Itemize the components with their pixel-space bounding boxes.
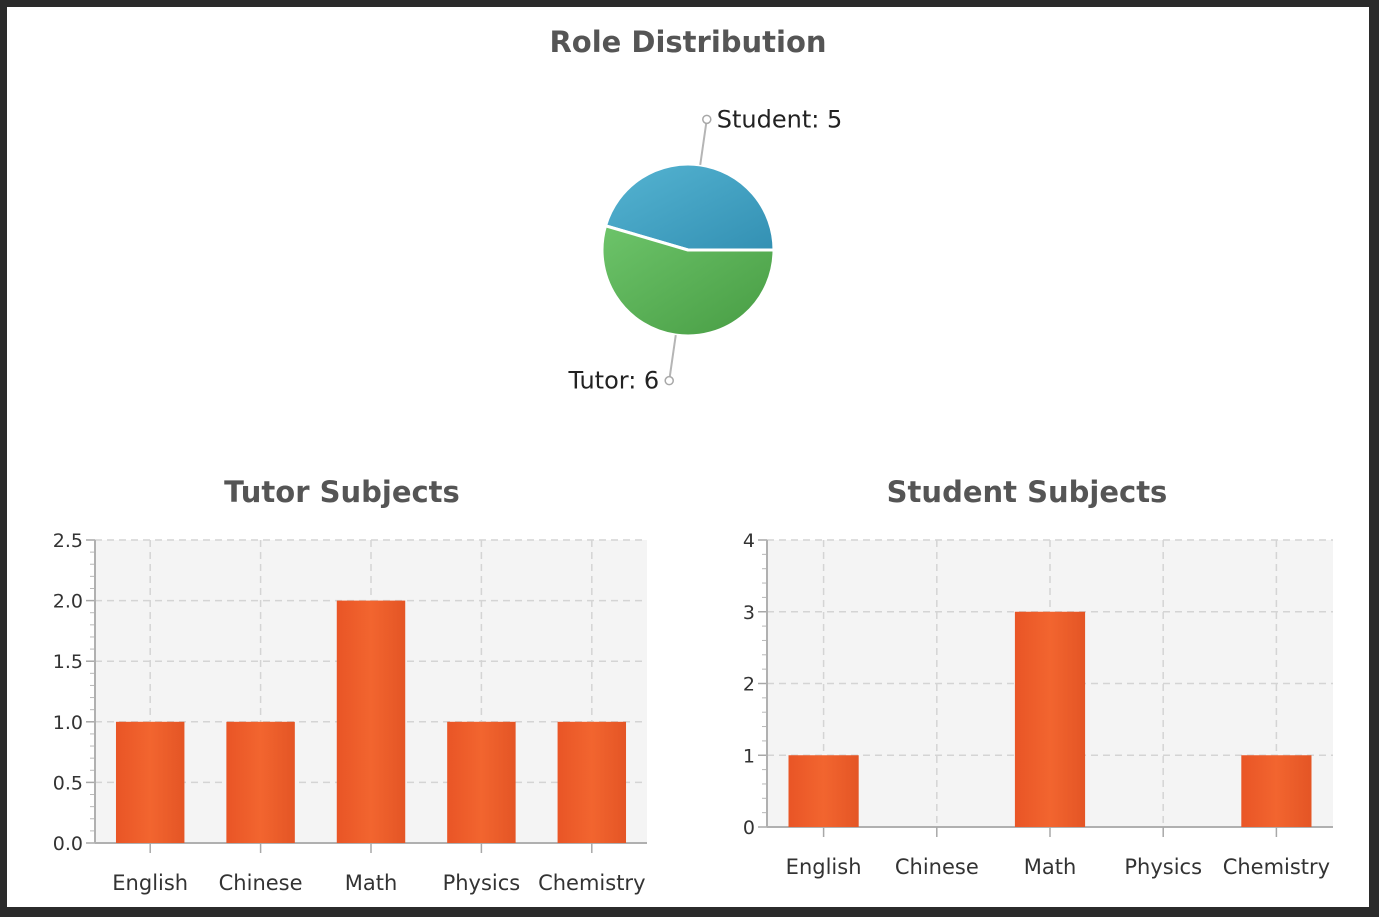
x-tick-label-english: English	[112, 871, 188, 895]
pie-slice-tutor	[600, 223, 776, 338]
x-tick-label-physics: Physics	[1124, 855, 1202, 879]
student-chart-title: Student Subjects	[886, 475, 1168, 509]
y-tick-label: 0	[743, 817, 755, 839]
pie-label-line-tutor	[668, 334, 677, 381]
x-tick-label-math: Math	[1024, 855, 1077, 879]
tutor-subjects-chart: 0.0 0.5 1.0 1.5 2.0 2.5 English Chinese Math Phys…	[53, 530, 647, 895]
bar-english	[115, 721, 185, 843]
pie-label-dot-tutor	[664, 375, 674, 386]
bar-chinese	[226, 721, 295, 843]
y-tick-label: 2.5	[53, 530, 83, 552]
x-tick-label-chemistry: Chemistry	[538, 871, 645, 895]
pie-label-line-student	[699, 119, 708, 166]
role-distribution-pie: Student: 5 Tutor: 6	[567, 105, 842, 394]
x-tick-label-chinese: Chinese	[219, 871, 303, 895]
x-tick-label-chinese: Chinese	[895, 855, 979, 879]
y-tick-label: 1.5	[53, 651, 83, 673]
bar-chemistry	[1241, 755, 1312, 827]
y-tick-label: 0.0	[53, 833, 83, 855]
charts-canvas: Student: 5 Tutor: 6 0.0 0.5 1.0 1.5 2.0 2.5 Eng…	[53, 105, 1333, 895]
bar-math	[336, 600, 406, 843]
pie-label-tutor: Tutor: 6	[567, 367, 659, 395]
y-tick-label: 0.5	[53, 772, 83, 794]
y-tick-label: 1	[743, 745, 755, 767]
pie-label-student: Student: 5	[717, 105, 842, 133]
x-tick-label-physics: Physics	[443, 871, 521, 895]
student-subjects-chart: 0 1 2 3 4 English Chinese Math Physics Chemistry	[743, 530, 1333, 879]
bar-chemistry	[557, 721, 627, 843]
x-tick-label-chemistry: Chemistry	[1223, 855, 1330, 879]
bar-physics	[447, 721, 516, 843]
pie-label-dot-student	[702, 114, 712, 125]
x-tick-label-english: English	[786, 855, 862, 879]
y-tick-label: 4	[743, 530, 755, 552]
tutor-chart-title: Tutor Subjects	[224, 475, 460, 509]
bar-english	[788, 755, 859, 827]
pie-chart-title: Role Distribution	[549, 25, 827, 59]
pie-slice-student	[603, 162, 776, 252]
y-tick-label: 2	[743, 674, 755, 696]
x-tick-label-math: Math	[345, 871, 398, 895]
y-tick-label: 2.0	[53, 591, 83, 613]
y-tick-label: 1.0	[53, 712, 83, 734]
y-tick-label: 3	[743, 602, 755, 624]
bar-math	[1014, 611, 1086, 827]
chart-window: Role Distribution Tutor Subjects Student…	[7, 7, 1369, 907]
